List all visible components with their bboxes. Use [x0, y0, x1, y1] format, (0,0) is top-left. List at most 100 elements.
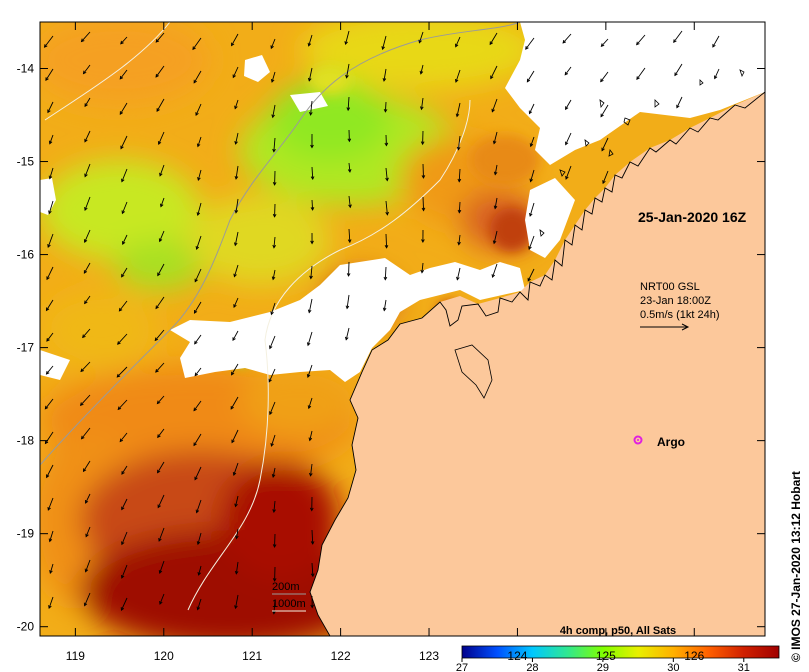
current-vector — [455, 69, 461, 83]
current-vector-head — [154, 337, 159, 342]
current-vector-head — [47, 506, 51, 511]
current-vector-head — [347, 138, 352, 143]
current-vector-head — [232, 74, 236, 79]
current-vector — [272, 269, 276, 280]
current-vector-head — [381, 46, 385, 51]
current-vector — [47, 497, 54, 511]
current-vector — [602, 170, 609, 184]
current-vector-head — [45, 77, 49, 82]
argo-label: Argo — [657, 435, 685, 449]
current-vector — [308, 298, 313, 313]
current-vector — [155, 32, 165, 43]
current-source: NRT00 GSL — [640, 281, 700, 293]
current-vector — [116, 366, 128, 378]
current-vector-head — [196, 606, 201, 611]
current-vector-head — [122, 241, 126, 245]
current-vector-head — [528, 110, 533, 115]
depth-legend: 200m 1000m — [272, 581, 306, 612]
current-time: 23-Jan 18:00Z — [640, 295, 711, 307]
current-vector-head — [306, 342, 311, 347]
current-vector — [385, 200, 388, 215]
current-vector — [529, 103, 535, 114]
current-vector — [494, 197, 498, 209]
lon-tick-label: 126 — [684, 649, 704, 663]
current-vector — [458, 234, 461, 245]
current-vector-head — [85, 533, 89, 538]
current-vector — [46, 464, 54, 478]
current-vector — [157, 263, 165, 276]
depth-1000-label: 1000m — [272, 598, 306, 610]
current-vector — [272, 467, 276, 478]
current-vector — [119, 102, 128, 115]
current-vector — [311, 199, 314, 210]
current-vector-head — [83, 602, 88, 607]
current-vector-head — [43, 44, 48, 48]
current-vector — [422, 196, 425, 211]
current-vector — [233, 264, 239, 277]
current-vector — [197, 136, 202, 147]
current-vector — [85, 493, 91, 504]
current-vector-head — [120, 40, 124, 45]
current-vector — [47, 101, 54, 113]
current-vector-head — [418, 39, 422, 44]
current-vectors — [43, 30, 720, 615]
current-vector-head — [117, 406, 122, 411]
current-vector-head — [272, 610, 276, 615]
current-vector-head — [493, 205, 498, 210]
current-vector-head — [271, 276, 276, 281]
current-vector-head — [156, 400, 161, 405]
current-vector — [311, 562, 314, 577]
current-vector — [194, 466, 202, 480]
lon-tick-label: 120 — [154, 649, 174, 663]
current-vector — [46, 299, 54, 311]
current-vector-head — [159, 601, 163, 605]
current-vector — [44, 35, 54, 48]
current-vector-head — [84, 300, 88, 305]
current-vector — [49, 563, 54, 574]
current-vector — [311, 166, 314, 180]
current-vector — [385, 167, 388, 181]
current-vector — [235, 594, 239, 609]
current-vector — [157, 461, 165, 473]
current-vector-head — [419, 70, 424, 75]
current-vector-head — [84, 207, 88, 211]
current-vector — [84, 130, 91, 142]
current-vector-head — [194, 372, 199, 377]
current-vector — [491, 98, 498, 112]
current-vector-head — [46, 474, 50, 479]
current-vector — [232, 330, 239, 341]
current-vector-head — [600, 113, 604, 118]
current-vector-head — [118, 307, 123, 312]
map-plot-area — [40, 22, 765, 636]
current-vector-head — [83, 239, 88, 244]
current-vector-head — [196, 541, 201, 546]
current-vector-head — [525, 46, 529, 50]
colorbar-title: 4h comp, p50, All Sats — [560, 625, 676, 637]
current-vector-head — [528, 246, 532, 250]
current-vector-head — [44, 405, 49, 410]
current-vector-head — [82, 70, 87, 75]
current-vector — [159, 164, 165, 176]
current-vector — [348, 195, 351, 208]
current-vector-head — [712, 43, 716, 48]
current-vector — [420, 64, 424, 74]
current-vector — [159, 560, 165, 574]
current-vector-head — [383, 108, 388, 113]
current-vector — [158, 131, 165, 145]
current-vector-head — [234, 503, 238, 508]
current-vector — [383, 299, 387, 311]
argo-float-marker[interactable] — [633, 435, 643, 445]
current-vector-head — [49, 570, 53, 574]
current-vector-head — [119, 75, 124, 80]
current-vector-head — [233, 273, 237, 278]
current-vector — [421, 262, 424, 273]
current-vector — [636, 34, 646, 45]
current-vector — [155, 362, 165, 373]
current-vector-head — [271, 474, 276, 478]
current-vector — [84, 592, 91, 606]
current-vector — [268, 368, 276, 382]
current-vector — [455, 36, 461, 47]
colorbar-tick-label: 31 — [738, 662, 750, 672]
current-vector — [273, 500, 276, 513]
current-vector-head — [457, 209, 462, 214]
